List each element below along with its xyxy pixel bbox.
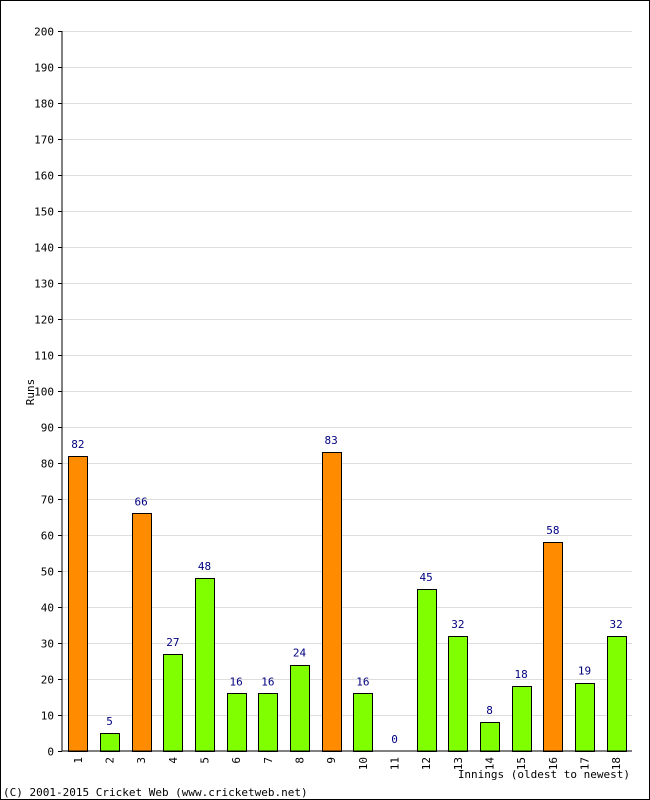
x-tick-label: 13 <box>452 757 465 770</box>
y-tick-label: 190 <box>34 62 54 75</box>
y-axis-title: Runs <box>24 379 37 406</box>
x-axis-title: Innings (oldest to newest) <box>458 768 630 781</box>
x-tick-label: 1 <box>72 757 85 764</box>
value-label: 83 <box>325 434 338 447</box>
x-tick-label: 7 <box>262 757 275 764</box>
bar-innings-4 <box>163 654 183 752</box>
x-tick-labels: 1 2 3 4 5 6 7 8 9 10 11 12 13 14 15 16 17 18 <box>72 757 623 771</box>
x-tick-label: 8 <box>294 757 307 764</box>
value-label: 19 <box>578 665 591 678</box>
y-tick-label: 100 <box>34 386 54 399</box>
x-tick-label: 16 <box>547 757 560 770</box>
value-label: 5 <box>106 715 113 728</box>
x-tick-label: 3 <box>135 757 148 764</box>
y-tick-label: 50 <box>41 566 54 579</box>
y-tick-label: 150 <box>34 206 54 219</box>
y-tick-label: 180 <box>34 98 54 111</box>
bar-innings-18 <box>607 636 627 752</box>
bar-innings-14 <box>480 722 500 752</box>
y-tick-label: 40 <box>41 602 54 615</box>
value-label: 8 <box>486 704 493 717</box>
value-label: 16 <box>356 675 369 688</box>
x-tick-label: 11 <box>389 757 402 770</box>
x-tick-label: 5 <box>199 757 212 764</box>
value-label: 0 <box>391 733 398 746</box>
bar-innings-15 <box>512 686 532 752</box>
value-label: 16 <box>230 675 243 688</box>
y-tick-label: 30 <box>41 638 54 651</box>
y-tick-label: 60 <box>41 530 54 543</box>
bar-innings-1 <box>68 456 88 752</box>
value-label: 58 <box>546 524 559 537</box>
bar-innings-2 <box>100 733 120 752</box>
x-tick-label: 15 <box>515 757 528 770</box>
y-tick-label: 140 <box>34 242 54 255</box>
bars <box>68 452 627 752</box>
y-tick-label: 170 <box>34 134 54 147</box>
x-tick-label: 18 <box>610 757 623 770</box>
bar-innings-3 <box>132 513 152 752</box>
runs-bar-chart: 0102030405060708090100110120130140150160… <box>24 26 632 781</box>
x-tick-label: 10 <box>357 757 370 770</box>
y-tick-label: 10 <box>41 710 54 723</box>
y-tick-label: 130 <box>34 278 54 291</box>
value-label: 24 <box>293 647 307 660</box>
bar-innings-16 <box>543 542 563 752</box>
x-tick-label: 6 <box>230 757 243 764</box>
bar-innings-9 <box>322 452 342 752</box>
y-tick-label: 120 <box>34 314 54 327</box>
grid-lines <box>62 31 632 716</box>
value-label: 27 <box>166 636 179 649</box>
bar-innings-8 <box>290 665 310 752</box>
bar-innings-6 <box>227 693 247 752</box>
value-label: 32 <box>610 618 623 631</box>
bar-innings-17 <box>575 683 595 752</box>
y-tick-label: 70 <box>41 494 54 507</box>
bar-innings-12 <box>417 589 437 752</box>
x-tick-label: 4 <box>167 757 180 764</box>
value-labels: 82 5 66 27 48 16 16 24 83 16 0 45 32 8 18 58 19 32 <box>71 434 623 746</box>
value-label: 32 <box>451 618 464 631</box>
y-tick-label: 200 <box>34 26 54 39</box>
x-tick-label: 17 <box>579 757 592 770</box>
bar-innings-5 <box>195 578 215 752</box>
value-label: 45 <box>420 571 433 584</box>
x-tick-label: 9 <box>325 757 338 764</box>
y-tick-label: 80 <box>41 458 54 471</box>
value-label: 48 <box>198 560 211 573</box>
y-tick-labels: 0 10 20 30 40 50 60 70 80 90 100 110 120 130 140 150 160… <box>34 26 62 759</box>
x-tick-label: 2 <box>104 757 117 764</box>
value-label: 66 <box>135 495 148 508</box>
y-tick-label: 160 <box>34 170 54 183</box>
y-tick-label: 110 <box>34 350 54 363</box>
bar-innings-7 <box>258 693 278 752</box>
bar-innings-10 <box>353 693 373 752</box>
value-label: 18 <box>515 668 528 681</box>
x-tick-label: 12 <box>420 757 433 770</box>
value-label: 16 <box>261 675 274 688</box>
value-label: 82 <box>71 438 84 451</box>
copyright-footer: (C) 2001-2015 Cricket Web (www.cricketwe… <box>3 786 308 799</box>
y-tick-label: 20 <box>41 674 54 687</box>
y-tick-label: 90 <box>41 422 54 435</box>
x-tick-label: 14 <box>484 757 497 771</box>
y-tick-label: 0 <box>47 746 54 759</box>
bar-innings-13 <box>448 636 468 752</box>
